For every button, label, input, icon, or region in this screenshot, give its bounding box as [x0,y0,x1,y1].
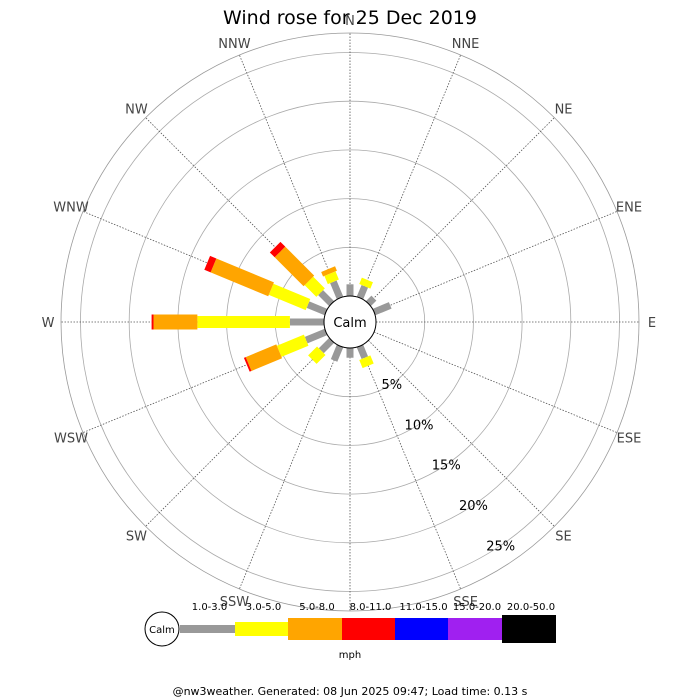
calm-circle [323,295,377,349]
bar-nnw-1.0-3.0 [330,280,344,300]
ring-labels: 5% 10% 15% 20% 25% [381,378,515,555]
legend-label-5.0-8.0: 5.0-8.0 [299,602,334,613]
direction-label-wnw: WNW [53,200,89,215]
ring-label-15: 15% [432,459,461,474]
bar-sw-1.0-3.0 [318,337,335,354]
legend-label-3.0-5.0: 3.0-5.0 [246,602,281,613]
bar-wsw-8.0-11.0 [243,357,252,372]
legend-swatch-20.0-50.0 [502,615,556,643]
direction-label-ene: ENE [616,200,642,215]
bar-nw-8.0-11.0 [269,241,286,258]
ring-label-10: 10% [405,418,434,433]
legend-label-20.0-50.0: 20.0-50.0 [507,602,555,613]
direction-label-sw: SW [126,530,147,545]
spoke-nne [359,54,461,299]
legend-swatch-1.0-3.0 [180,625,235,633]
bar-wnw-3.0-5.0 [268,283,311,311]
bar-nnw-3.0-5.0 [324,271,339,285]
spoke-wsw [82,331,327,433]
bar-s-1.0-3.0 [346,348,354,358]
bar-nw-1.0-3.0 [318,290,335,307]
bar-wsw-1.0-3.0 [304,328,328,344]
bar-nne-1.0-3.0 [356,284,369,300]
bar-w-1.0-3.0 [289,318,324,326]
legend-swatch-15.0-20.0 [448,618,502,640]
ring-outer [60,32,640,612]
bar-nw-3.0-5.0 [304,276,325,297]
legend-unit-label: mph [339,650,361,661]
legend-swatch-11.0-15.0 [395,618,448,640]
bar-wsw-3.0-5.0 [276,334,309,357]
bar-wnw-5.0-8.0 [210,258,274,297]
chart-title: Wind rose for 25 Dec 2019 [223,7,477,29]
spoke-nw [145,117,332,304]
footer-text: @nw3weather. Generated: 08 Jun 2025 09:4… [173,685,528,698]
bar-w-8.0-11.0 [151,314,154,330]
legend-swatch-3.0-5.0 [235,622,288,636]
ring-label-20: 20% [459,499,488,514]
direction-label-n: N [345,14,355,29]
bar-sw-3.0-5.0 [308,346,326,364]
spoke-ne [368,117,555,304]
direction-label-e: E [648,316,656,331]
direction-label-w: W [42,316,55,331]
legend-swatch-5.0-8.0 [288,618,342,640]
spoke-sse [359,345,461,590]
ring-20 [128,100,572,544]
legend-label-15.0-20.0: 15.0-20.0 [453,602,501,613]
bar-sse-3.0-5.0 [359,355,374,369]
direction-label-ssw: SSW [220,595,250,610]
wind-bars [151,241,392,372]
spoke-se [368,340,555,527]
bar-nw-5.0-8.0 [274,246,315,287]
legend-calm-label: Calm [149,625,175,636]
calm-label: Calm [333,316,366,331]
spoke-ssw [239,345,341,590]
legend-label-11.0-15.0: 11.0-15.0 [399,602,447,613]
bar-w-5.0-8.0 [153,314,198,330]
bar-nne-3.0-5.0 [359,277,373,289]
bar-ene-1.0-3.0 [372,302,392,316]
ring-label-5: 5% [381,378,402,393]
bar-ssw-1.0-3.0 [330,344,344,362]
ring-label-25: 25% [486,539,515,554]
direction-label-ese: ESE [617,432,642,447]
bar-nnw-5.0-8.0 [321,266,337,277]
direction-label-nnw: NNW [218,37,250,52]
direction-label-nne: NNE [452,37,480,52]
bar-wnw-8.0-11.0 [204,255,217,273]
legend-label-8.0-11.0: 8.0-11.0 [350,602,392,613]
bar-wnw-1.0-3.0 [306,301,328,316]
direction-label-nw: NW [125,102,148,117]
direction-spokes [61,33,639,611]
bar-wsw-5.0-8.0 [245,344,283,371]
direction-label-ne: NE [555,102,573,117]
direction-label-se: SE [555,530,571,545]
direction-labels: NNNENEENEEESESESSESSSWSWWSWWWNWNWNNW [42,14,657,633]
legend-label-1.0-3.0: 1.0-3.0 [192,602,227,613]
spoke-ese [373,331,618,433]
direction-label-wsw: WSW [54,432,88,447]
bar-n-1.0-3.0 [346,284,354,296]
bar-w-3.0-5.0 [197,316,290,328]
legend-calm-circle [144,611,180,647]
spoke-sw [145,340,332,527]
spoke-ene [373,211,618,313]
legend: Calm 1.0-3.0 3.0-5.0 5.0-8.0 8.0-11.0 11.0-1… [144,602,556,661]
bar-sse-1.0-3.0 [356,344,369,360]
spoke-wnw [82,211,327,313]
legend-swatch-8.0-11.0 [342,618,395,640]
spoke-nnw [239,54,341,299]
direction-label-sse: SSE [453,595,478,610]
